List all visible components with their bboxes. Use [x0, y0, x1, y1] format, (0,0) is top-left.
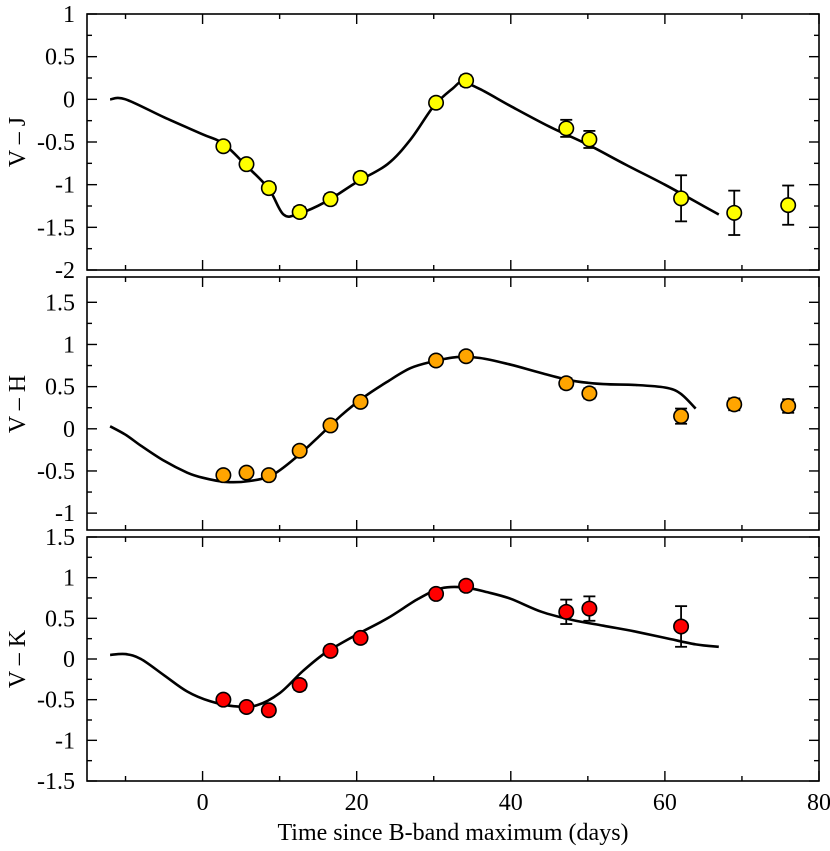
y-tick-label: -0.5: [37, 459, 75, 485]
data-point: [428, 94, 445, 111]
y-tick-label: 1.5: [45, 290, 75, 316]
axis-ticks: [87, 13, 820, 271]
x-tick-labels: 0 20 40 60 80: [197, 790, 830, 816]
y-tick-label: 0.5: [45, 606, 75, 632]
y-tick-label: 0.5: [45, 375, 75, 401]
data-point: [780, 398, 797, 415]
y-tick-label: -1.5: [37, 769, 75, 795]
data-point: [291, 442, 308, 459]
data-point: [260, 702, 277, 719]
y-tick-label: 1: [63, 332, 75, 358]
model-curve: [110, 585, 719, 709]
y-tick-label: 0: [63, 647, 75, 673]
data-points: [215, 348, 797, 484]
axis-ticks: [87, 277, 820, 530]
x-tick-label: 80: [807, 790, 830, 816]
data-point: [215, 467, 232, 484]
y-tick-label: 0.5: [45, 45, 75, 71]
data-point: [291, 677, 308, 694]
y-tick-label: 1.5: [45, 525, 75, 551]
plot-frame: [86, 276, 820, 531]
data-point: [558, 120, 575, 137]
data-point: [260, 180, 277, 197]
data-point: [238, 464, 255, 481]
y-axis-label: V – J: [5, 117, 31, 167]
y-tick-label: -1: [55, 728, 75, 754]
data-point: [673, 190, 690, 207]
data-point: [215, 138, 232, 155]
data-point: [428, 585, 445, 602]
plot-frame: [86, 13, 820, 271]
x-tick-label: 40: [499, 790, 523, 816]
data-point: [238, 156, 255, 173]
data-point: [780, 197, 797, 214]
data-point: [458, 348, 475, 365]
data-point: [215, 691, 232, 708]
x-tick-label: 20: [345, 790, 369, 816]
y-tick-labels: -1 -0.5 0 0.5 1 1.5: [37, 290, 75, 527]
y-tick-label: 1: [63, 2, 75, 28]
data-point: [581, 131, 598, 148]
data-point: [260, 467, 277, 484]
y-tick-label: -0.5: [37, 688, 75, 714]
data-point: [581, 385, 598, 402]
y-tick-label: -1: [55, 501, 75, 527]
data-point: [458, 72, 475, 89]
data-point: [458, 577, 475, 594]
model-curve: [109, 355, 697, 484]
data-point: [322, 417, 339, 434]
data-point: [352, 629, 369, 646]
y-tick-label: -0.5: [37, 130, 75, 156]
y-tick-label: -1.5: [37, 215, 75, 241]
data-points: [215, 577, 690, 719]
y-axis-label: V – K: [5, 629, 31, 688]
plot-frame: [86, 536, 820, 782]
x-tick-label: 0: [197, 790, 209, 816]
data-point: [238, 698, 255, 715]
data-point: [352, 169, 369, 186]
model-curve: [109, 80, 720, 218]
data-point: [428, 352, 445, 369]
y-tick-label: -1: [55, 173, 75, 199]
data-point: [726, 396, 743, 413]
y-tick-labels: -1.5 -1 -0.5 0 0.5 1 1.5: [37, 525, 75, 795]
y-tick-label: 1: [63, 566, 75, 592]
x-tick-label: 60: [653, 790, 677, 816]
data-point: [673, 408, 690, 425]
y-axis-label: V – H: [5, 375, 31, 433]
data-point: [581, 600, 598, 617]
x-axis-label: Time since B-band maximum (days): [277, 820, 628, 846]
data-point: [322, 642, 339, 659]
y-tick-labels: -2 -1.5 -1 -0.5 0 0.5 1: [37, 2, 75, 284]
y-tick-label: 0: [63, 87, 75, 113]
y-tick-label: -2: [55, 258, 75, 284]
data-point: [726, 204, 743, 221]
data-point: [291, 203, 308, 220]
data-point: [352, 393, 369, 410]
data-points: [215, 72, 797, 236]
data-point: [322, 191, 339, 208]
panel-vj: -2 -1.5 -1 -0.5 0 0.5 1 V – J: [5, 2, 820, 284]
data-point: [673, 618, 690, 635]
panel-vk: -1.5 -1 -0.5 0 0.5 1 1.5 0 20 40 60 80 V – K: [5, 525, 830, 816]
y-tick-label: 0: [63, 417, 75, 443]
data-point: [558, 603, 575, 620]
axis-ticks: [87, 536, 820, 782]
panel-vh: -1 -0.5 0 0.5 1 1.5 V – H: [5, 276, 820, 531]
data-point: [558, 375, 575, 392]
